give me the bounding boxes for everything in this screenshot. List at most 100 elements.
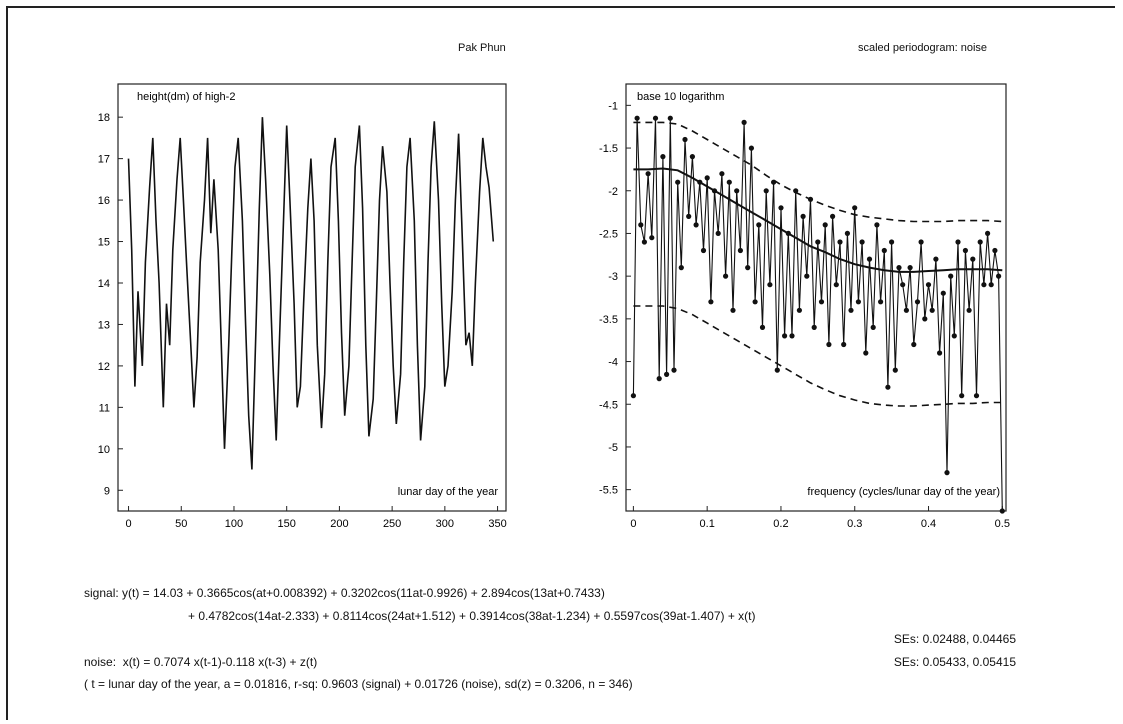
periodogram-point	[948, 273, 954, 279]
periodogram-point	[726, 179, 732, 185]
right-y-tick-label: -1.5	[599, 143, 618, 155]
periodogram-point	[818, 299, 825, 305]
periodogram-point	[992, 247, 998, 254]
periodogram-point	[841, 341, 847, 348]
right-y-tick-label: -3.5	[599, 314, 618, 326]
right-x-tick-label: 0	[630, 518, 636, 530]
periodogram-point	[892, 367, 898, 373]
left-x-tick-label: 350	[488, 518, 506, 530]
periodogram-point	[708, 299, 714, 305]
periodogram-point	[715, 230, 721, 236]
periodogram-point	[981, 282, 987, 288]
periodogram-point	[752, 299, 758, 305]
periodogram-point	[782, 333, 788, 339]
left-chart-header: Pak Phun	[458, 42, 506, 54]
periodogram-point	[774, 367, 780, 373]
periodogram-point	[678, 265, 684, 271]
periodogram-point	[855, 299, 862, 305]
periodogram-point	[675, 179, 681, 185]
periodogram-point	[741, 119, 747, 125]
periodogram-point	[826, 341, 832, 348]
periodogram-point	[985, 230, 991, 236]
periodogram-point	[704, 175, 710, 181]
periodogram-point	[737, 247, 744, 254]
left-y-tick-label: 10	[98, 444, 110, 456]
periodogram-point	[759, 324, 766, 330]
periodogram-point	[815, 239, 821, 245]
periodogram-series	[630, 115, 1005, 514]
periodogram-point	[896, 265, 902, 271]
periodogram-point	[918, 239, 924, 245]
left-y-tick-label: 17	[98, 154, 110, 166]
periodogram-point	[822, 222, 828, 228]
signal-equation-line2: + 0.4782cos(14at-2.333) + 0.8114cos(24at…	[188, 609, 756, 623]
periodogram-point	[745, 265, 751, 271]
figure-frame	[6, 6, 1115, 720]
periodogram-point	[881, 247, 887, 254]
height-series-line	[127, 117, 495, 470]
periodogram-point	[789, 333, 795, 339]
periodogram-point	[889, 239, 895, 245]
periodogram-point	[656, 376, 662, 382]
left-x-tick-label: 200	[330, 518, 348, 530]
left-y-tick-label: 13	[98, 319, 110, 331]
right-x-axis-label: frequency (cycles/lunar day of the year)	[807, 486, 1000, 498]
periodogram-point	[870, 324, 876, 330]
periodogram-point	[700, 247, 707, 254]
left-y-tick-label: 18	[98, 112, 110, 124]
periodogram-point	[907, 265, 913, 271]
periodogram-point	[925, 282, 932, 288]
right-y-tick-label: -2	[608, 186, 618, 198]
periodogram-point	[641, 239, 648, 245]
periodogram-point	[682, 136, 688, 143]
periodogram-point	[686, 213, 692, 219]
periodogram-point	[914, 299, 921, 305]
periodogram-point	[638, 222, 644, 228]
periodogram-point	[830, 213, 836, 219]
periodogram-point	[959, 393, 965, 399]
periodogram-point	[645, 171, 651, 177]
periodogram-point	[903, 307, 910, 313]
periodogram-point	[652, 115, 659, 121]
periodogram-point	[955, 239, 961, 245]
left-y-tick-label: 16	[98, 195, 110, 207]
left-plot-frame	[117, 83, 507, 512]
periodogram-point	[634, 115, 640, 121]
periodogram-point	[660, 154, 666, 160]
periodogram-point	[929, 307, 935, 313]
periodogram-point	[951, 333, 957, 339]
right-y-tick-label: -3	[608, 271, 618, 283]
periodogram-point	[937, 350, 943, 356]
periodogram-point	[756, 222, 762, 228]
periodogram-point	[767, 282, 773, 288]
signal-standard-errors: SEs: 0.02488, 0.04465	[893, 632, 1016, 646]
periodogram-point	[649, 235, 655, 241]
periodogram-point	[793, 188, 799, 194]
left-x-axis-label: lunar day of the year	[398, 486, 499, 498]
right-x-tick-label: 0.1	[700, 518, 715, 530]
periodogram-point	[878, 299, 884, 305]
left-y-tick-label: 11	[99, 402, 110, 414]
right-inner-label: base 10 logarithm	[637, 91, 724, 103]
left-x-tick-label: 100	[225, 518, 243, 530]
confidence-band-line	[633, 305, 1003, 407]
periodogram-point	[689, 154, 696, 160]
left-y-tick-label: 12	[98, 361, 110, 373]
periodogram-point	[977, 239, 983, 245]
left-x-tick-label: 0	[125, 518, 131, 530]
periodogram-point	[804, 273, 810, 279]
periodogram-point	[833, 282, 839, 288]
periodogram-point	[863, 350, 869, 356]
periodogram-point	[859, 239, 865, 245]
periodogram-point	[844, 230, 851, 236]
left-x-tick-label: 150	[278, 518, 296, 530]
periodogram-point	[671, 367, 677, 373]
right-x-tick-label: 0.2	[773, 518, 788, 530]
right-x-tick-label: 0.4	[921, 518, 936, 530]
periodogram-point	[996, 273, 1002, 279]
right-x-tick-label: 0.5	[995, 518, 1010, 530]
periodogram-point	[734, 188, 740, 194]
periodogram-point	[999, 508, 1005, 514]
periodogram-point	[763, 188, 769, 194]
